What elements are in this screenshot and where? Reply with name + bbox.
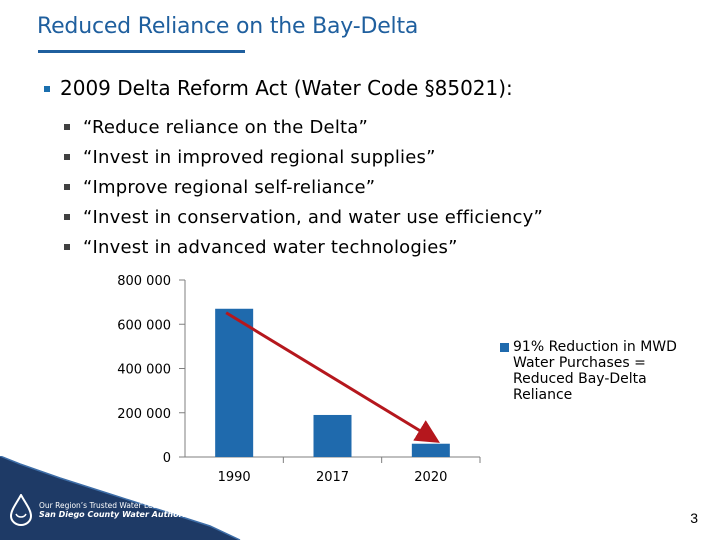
main-bullet: 2009 Delta Reform Act (Water Code §85021… <box>44 76 513 100</box>
sub-bullet-text: “Improve regional self-reliance” <box>83 176 376 198</box>
y-tick-label: 400 000 <box>117 363 171 378</box>
legend-label: 91% Reduction in MWD Water Purchases = R… <box>513 339 677 403</box>
x-tick-label: 2017 <box>316 470 349 485</box>
y-tick-label: 600 000 <box>117 318 171 333</box>
logo: Our Region’s Trusted Water Leader San Di… <box>8 494 194 526</box>
legend-swatch <box>500 343 509 352</box>
bar <box>215 308 254 457</box>
sub-bullet: “Invest in improved regional supplies” <box>64 142 543 172</box>
page-number: 3 <box>690 510 698 526</box>
sub-bullet-text: “Invest in advanced water technologies” <box>83 236 458 258</box>
sub-bullet-text: “Invest in improved regional supplies” <box>83 146 436 168</box>
x-tick-label: 2020 <box>414 470 447 485</box>
x-tick-label: 1990 <box>218 470 251 485</box>
bullet-square-icon <box>44 86 50 92</box>
sub-bullet-text: “Invest in conservation, and water use e… <box>83 206 544 228</box>
bullet-square-icon <box>64 184 70 190</box>
bullet-square-icon <box>64 214 70 220</box>
footer-banner <box>0 456 241 540</box>
sub-bullet-text: “Reduce reliance on the Delta” <box>83 116 369 138</box>
bar <box>313 414 352 457</box>
logo-tagline: Our Region’s Trusted Water Leader <box>39 501 170 510</box>
sub-bullet: “Invest in advanced water technologies” <box>64 232 543 262</box>
sub-bullet: “Reduce reliance on the Delta” <box>64 112 543 142</box>
y-tick-label: 800 000 <box>117 274 171 289</box>
logo-name: San Diego County Water Authority <box>39 510 195 519</box>
bullet-square-icon <box>64 154 70 160</box>
sub-bullet: “Improve regional self-reliance” <box>64 172 543 202</box>
y-tick-label: 200 000 <box>117 407 171 422</box>
bullet-square-icon <box>64 244 70 250</box>
bar <box>411 443 450 457</box>
sub-bullet-list: “Reduce reliance on the Delta” “Invest i… <box>64 112 543 262</box>
main-bullet-text: 2009 Delta Reform Act (Water Code §85021… <box>60 76 513 100</box>
chart-legend: 91% Reduction in MWD Water Purchases = R… <box>500 339 703 403</box>
sub-bullet: “Invest in conservation, and water use e… <box>64 202 543 232</box>
water-drop-logo-icon <box>9 494 33 526</box>
trend-arrow <box>225 311 440 443</box>
slide-title: Reduced Reliance on the Bay-Delta <box>37 14 419 39</box>
bullet-square-icon <box>64 124 70 130</box>
title-underline <box>38 50 245 53</box>
y-tick-label: 0 <box>163 451 171 466</box>
